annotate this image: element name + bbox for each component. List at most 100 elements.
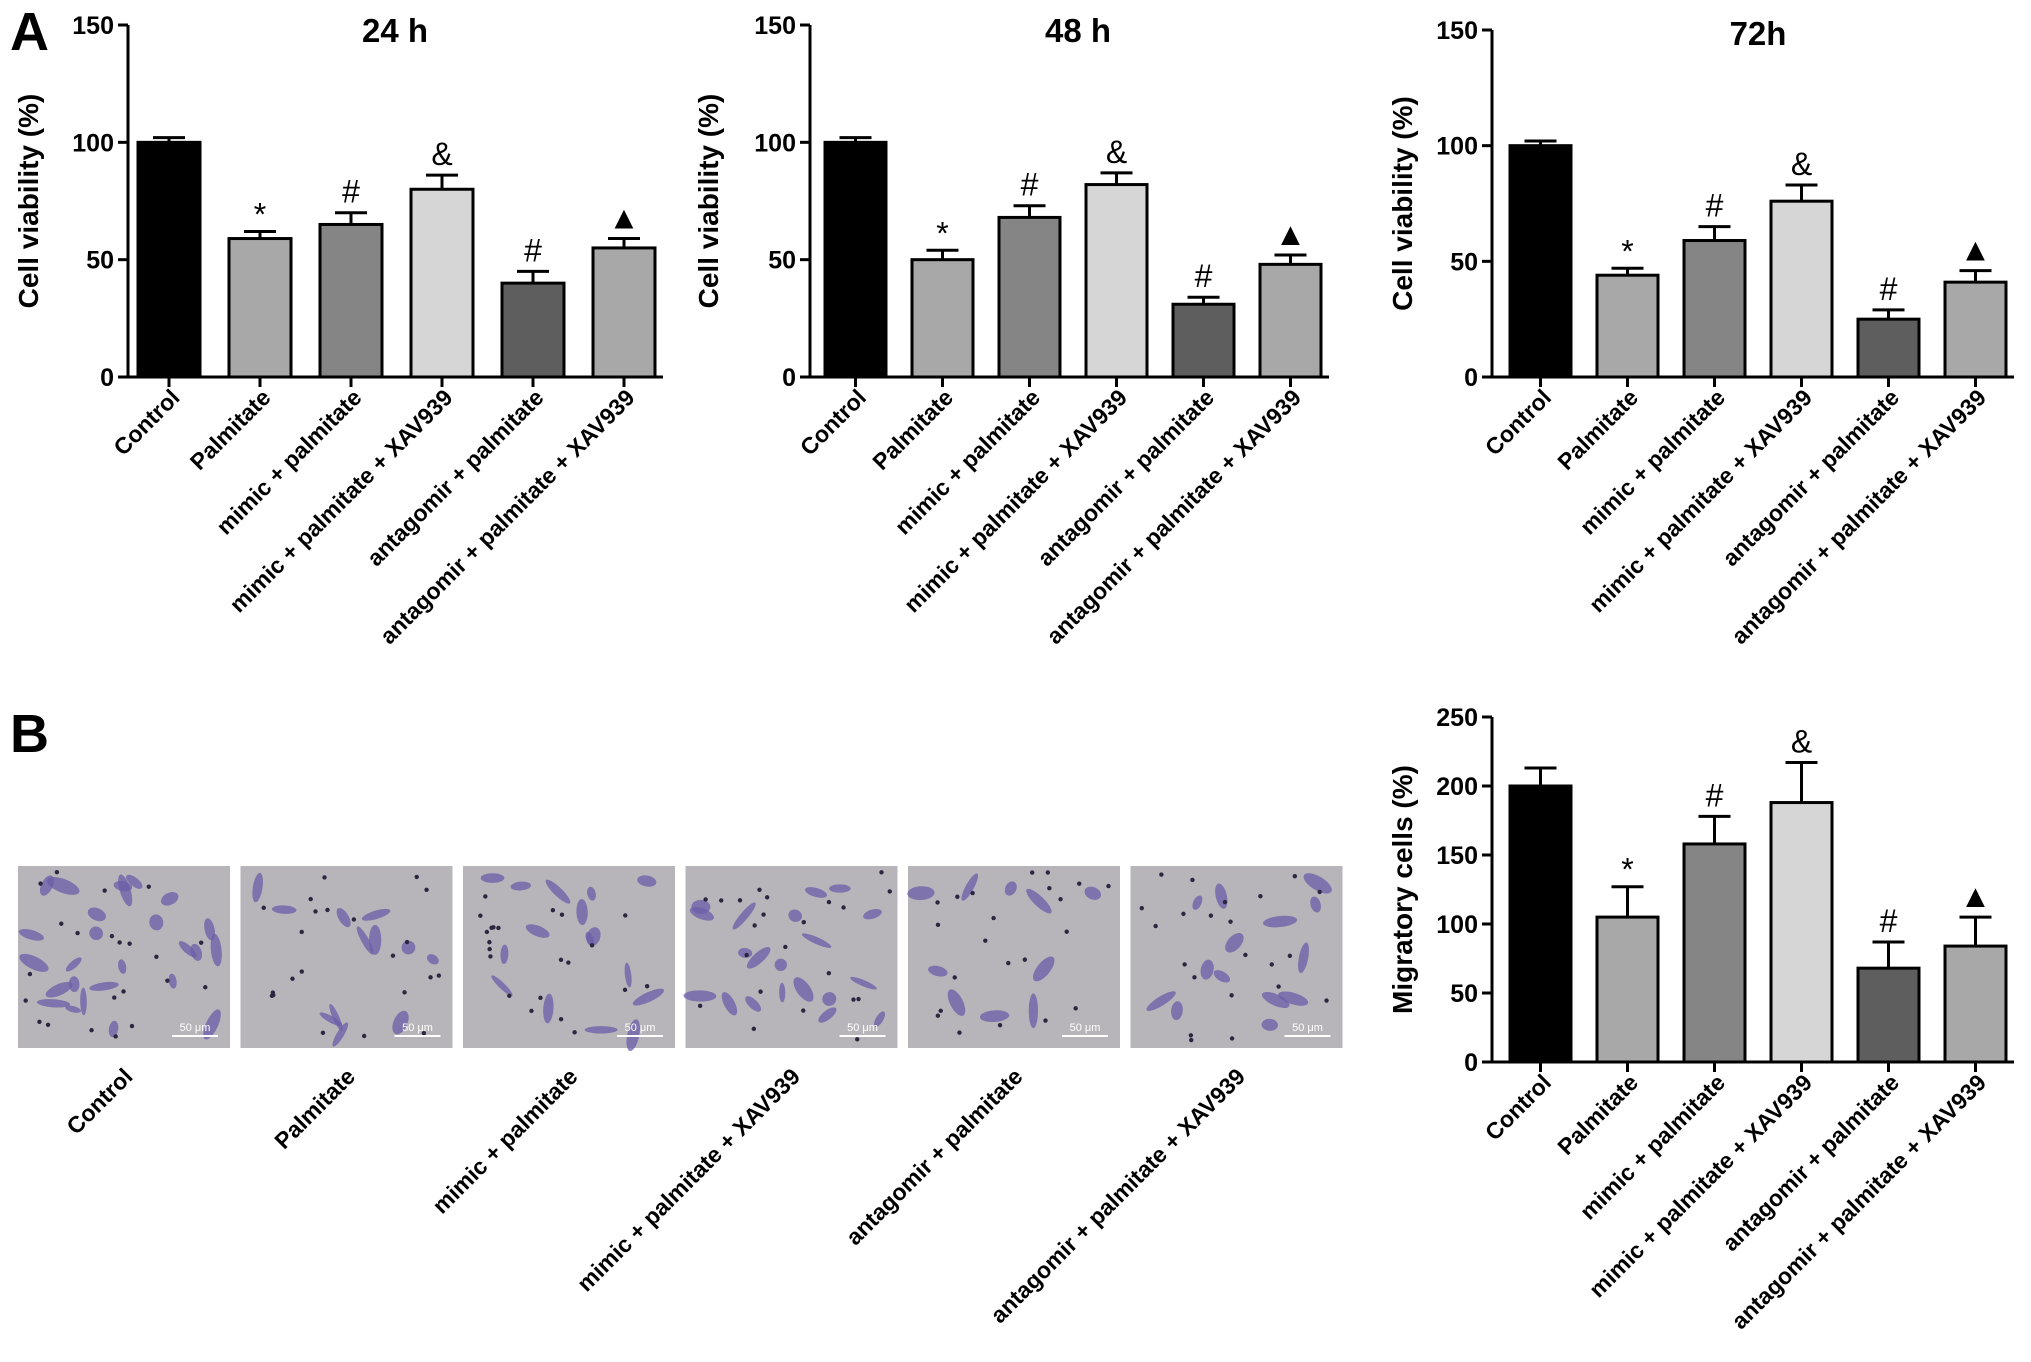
y-tick-label: 150 [1436,17,1478,45]
stained-cell [721,992,738,1016]
stained-cell [1310,896,1321,913]
membrane-pore [59,921,64,926]
stained-cell [774,958,787,972]
membrane-pore [38,881,43,886]
membrane-pore [428,975,433,980]
stained-cell [587,886,596,901]
membrane-pore [117,940,122,945]
membrane-pore [487,939,492,945]
stained-cell [1261,991,1290,1008]
membrane-pore [1188,1033,1194,1038]
stained-cell [336,907,351,928]
stained-cell [1028,993,1038,1029]
membrane-pore [991,915,996,921]
stained-cell [19,953,49,972]
bar [1595,273,1660,379]
stained-cell [332,1022,349,1047]
membrane-pore [1064,929,1069,934]
micrograph-background [1130,866,1343,1048]
bar [1769,199,1834,379]
membrane-pore [165,978,170,983]
significance-marker: # [342,174,360,210]
stained-cell [829,884,851,893]
membrane-pore [644,984,650,989]
membrane-pore [320,1030,326,1036]
y-axis-label: Cell viability (%) [693,94,724,309]
stained-cell [319,1012,343,1027]
membrane-pore [27,971,33,977]
stained-cell [356,926,374,955]
membrane-pore [154,954,159,960]
membrane-pore [261,905,266,910]
membrane-pore [801,920,806,925]
stained-cell [1200,959,1214,980]
membrane-pore [983,938,988,943]
stained-cell [426,954,439,965]
micrograph: 50 μm Palmitate [240,866,453,1154]
membrane-pore [764,895,770,900]
membrane-pore [1192,975,1197,980]
bar [1508,144,1573,379]
stained-cell [907,886,935,901]
stained-cell [732,902,756,930]
stained-cell [979,1010,1010,1023]
significance-marker: ▲ [1960,878,1992,914]
y-tick-label: 250 [1436,704,1478,732]
membrane-pore [507,993,512,998]
membrane-pore [322,875,327,880]
membrane-pore [146,884,152,889]
membrane-pore [1292,873,1298,879]
stained-cell [525,924,550,938]
y-tick-label: 0 [100,364,114,392]
y-tick-label: 0 [1464,364,1478,392]
category-label: mimic + palmitate [890,384,1045,539]
chart-migratory-cells: Migratory cells (%) 0 50 100 150 200 250 Contro… [1387,704,2014,1334]
membrane-pore [1139,905,1144,911]
membrane-pore [483,894,488,899]
bar [1682,842,1747,1064]
membrane-pore [488,954,493,959]
significance-marker: * [254,197,266,233]
chart-viability-24h: 24 h Cell viability (%) 0 50 100 150 Control Pa… [13,12,663,649]
membrane-pore [325,907,330,913]
micrograph: 50 μm mimic + palmitate [427,866,675,1218]
stained-cell [632,988,665,1006]
chart-title: 24 h [362,12,428,49]
membrane-pore [783,944,788,950]
micrograph-label: Palmitate [269,1063,360,1154]
membrane-pore [737,898,743,903]
stained-cell [1225,933,1244,953]
membrane-pore [558,957,564,963]
stained-cell [113,881,133,892]
stained-cell [543,993,554,1024]
chart-title: 72h [1730,15,1787,52]
membrane-pore [436,973,442,978]
membrane-pore [703,897,708,902]
membrane-pore [113,1034,118,1039]
membrane-pore [1153,923,1158,929]
stained-cell [204,918,215,941]
bar [1595,915,1660,1064]
membrane-pore [751,1026,757,1032]
stained-cell [822,992,837,1006]
category-label: antagomir + palmitate [1717,384,1904,571]
y-tick-label: 100 [1436,911,1478,939]
membrane-pore [744,952,749,958]
category-label: Palmitate [867,384,958,475]
membrane-pore [299,929,304,935]
membrane-pore [1228,919,1233,924]
micrograph-label: antagomir + palmitate [841,1063,1028,1250]
stained-cell [928,965,948,977]
stained-cell [793,977,814,1002]
category-label: Palmitate [1552,1069,1643,1160]
bar [591,246,657,379]
y-tick-label: 0 [782,364,796,392]
membrane-pore [550,908,556,913]
membrane-pore [622,987,628,993]
stained-cell [65,957,82,972]
y-tick-label: 100 [72,129,114,157]
membrane-pore [1076,881,1082,886]
stained-cell [89,926,103,941]
category-label: mimic + palmitate [1575,384,1730,539]
stained-cell [39,875,54,896]
